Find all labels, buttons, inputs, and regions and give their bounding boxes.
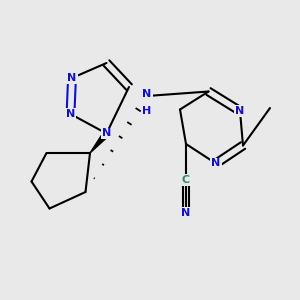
Polygon shape	[90, 131, 109, 153]
Text: H: H	[142, 106, 152, 116]
Text: C: C	[182, 175, 190, 185]
Text: N: N	[236, 106, 244, 116]
Text: N: N	[142, 89, 152, 100]
Text: N: N	[68, 73, 76, 83]
Text: N: N	[212, 158, 220, 169]
Text: N: N	[102, 128, 111, 139]
Text: N: N	[182, 208, 190, 218]
Text: N: N	[66, 109, 75, 119]
